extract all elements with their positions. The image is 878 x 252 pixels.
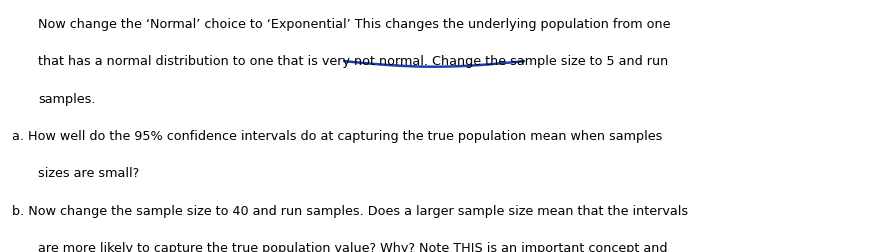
Text: Now change the ‘Normal’ choice to ‘Exponential’ This changes the underlying popu: Now change the ‘Normal’ choice to ‘Expon… (38, 18, 670, 30)
Text: are more likely to capture the true population value? Why? Note THIS is an impor: are more likely to capture the true popu… (38, 241, 666, 252)
Text: a. How well do the 95% confidence intervals do at capturing the true population : a. How well do the 95% confidence interv… (12, 130, 662, 142)
Text: sizes are small?: sizes are small? (38, 167, 139, 180)
Text: that has a normal distribution to one that is very not normal. Change the sample: that has a normal distribution to one th… (38, 55, 667, 68)
Text: b. Now change the sample size to 40 and run samples. Does a larger sample size m: b. Now change the sample size to 40 and … (12, 204, 687, 217)
Text: samples.: samples. (38, 92, 96, 105)
